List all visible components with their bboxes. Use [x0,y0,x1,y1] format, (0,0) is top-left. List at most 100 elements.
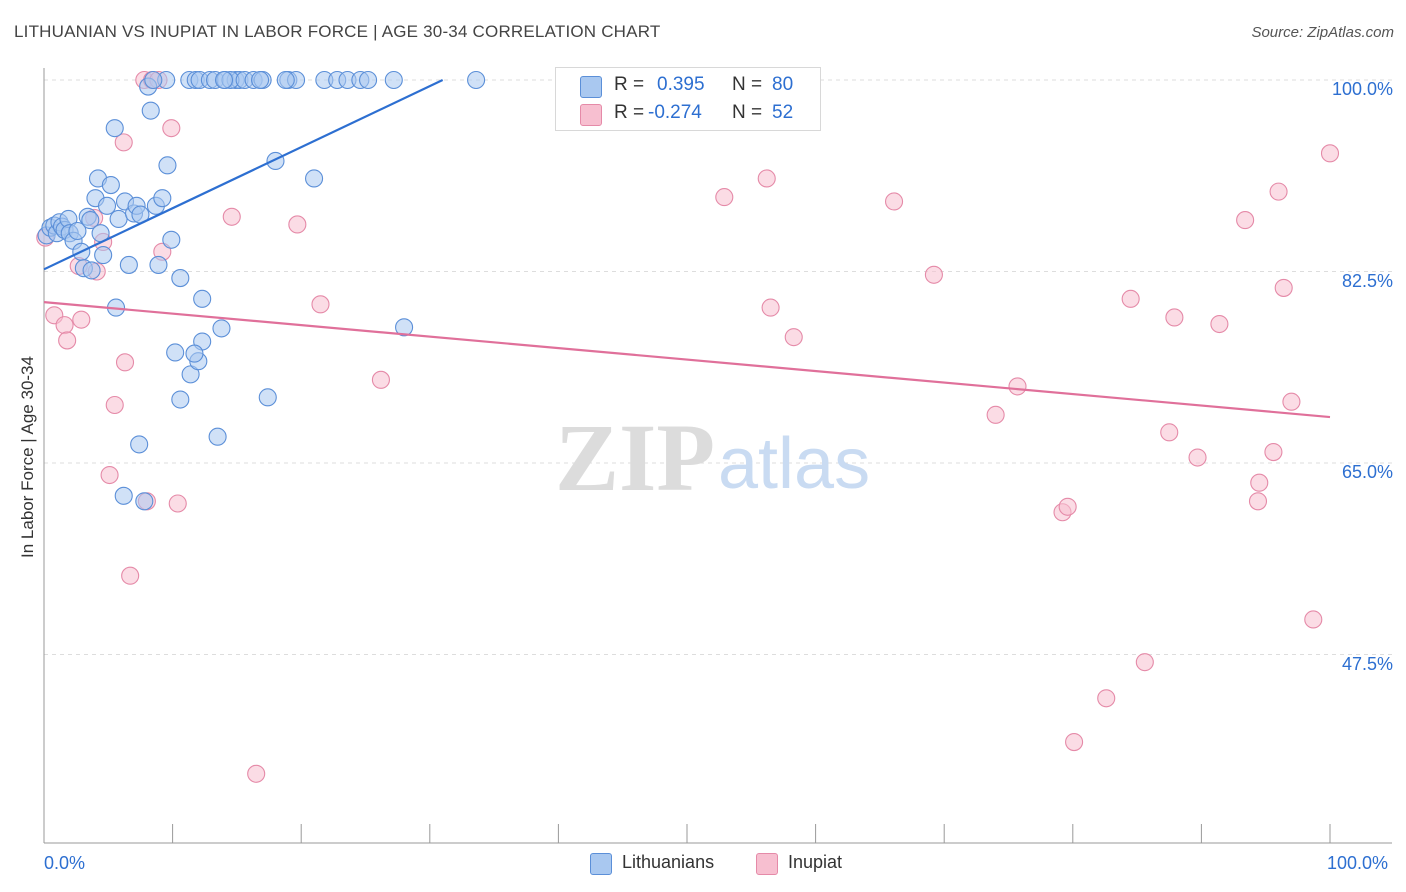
inupiat-point-41 [1165,308,1184,327]
lithuanians-point-38 [171,390,190,409]
x-tick-max: 100.0% [1327,853,1389,873]
inupiat-point-25 [371,370,390,389]
watermark-zip: ZIP [555,404,715,511]
inupiat-point-24 [311,295,330,314]
y-tick-label-0: 47.5% [1341,653,1393,674]
bottom-lithuanians-swatch [590,853,612,875]
inupiat-point-19 [162,119,181,138]
inupiat-point-33 [1008,377,1027,396]
lithuanians-point-76 [467,70,486,90]
lithuanians-point-49 [212,319,231,338]
y-axis-title: In Labor Force | Age 30-34 [18,356,37,558]
inupiat-point-28 [761,298,780,317]
lithuanians-points [37,70,486,511]
lithuanians-point-20 [97,196,117,215]
inupiat-point-23 [288,215,307,234]
inupiat-point-38 [1121,289,1140,308]
inupiat-point-26 [715,188,734,207]
y-tick-label-3: 100.0% [1331,79,1393,99]
lithuanians-point-74 [384,70,403,90]
lithuanians-point-62 [114,486,133,505]
lithuanians-point-19 [94,246,113,265]
bottom-inupiat-swatch [756,853,778,875]
lithuanians-point-10 [68,221,87,241]
y-tick-label-2: 82.5% [1341,270,1393,291]
lithuanians-point-75 [395,318,414,337]
lithuanians-r-label: R = [614,74,645,95]
inupiat-point-22 [247,764,266,783]
lithuanians-point-77 [144,70,163,90]
inupiat-point-36 [1065,732,1084,752]
chart-title: LITHUANIAN VS INUPIAT IN LABOR FORCE | A… [14,22,661,41]
lithuanians-point-68 [305,169,324,188]
lithuanians-point-37 [171,269,190,288]
lithuanians-point-48 [208,427,227,446]
lithuanians-point-78 [276,70,295,90]
lithuanians-point-65 [266,151,285,171]
source-label: Source: ZipAtlas.com [1251,24,1394,41]
inupiat-point-5 [72,310,91,329]
lithuanians-point-34 [158,156,177,175]
lithuanians-trend-line [43,79,444,271]
lithuanians-point-14 [81,211,100,230]
inupiat-point-43 [1210,314,1229,334]
axes [43,68,1392,844]
correlation-legend: R = 0.395 N = 80 R = -0.274 N = 52 [555,67,821,131]
bottom-inupiat-label: Inupiat [788,852,843,872]
trend-lines [43,79,1331,419]
inupiat-point-21 [222,207,241,226]
inupiat-point-3 [58,331,77,350]
inupiat-point-35 [1058,497,1077,516]
inupiat-point-11 [114,133,133,152]
inupiat-point-39 [1135,653,1154,672]
lithuanians-swatch [580,76,602,98]
lithuanians-point-79 [185,344,204,363]
lithuanians-point-22 [105,119,124,138]
inupiat-point-20 [168,494,187,513]
inupiat-point-40 [1160,423,1179,442]
inupiat-point-52 [1320,144,1340,163]
lithuanians-point-60 [135,492,154,511]
grid [44,79,1392,655]
lithuanians-point-61 [130,435,149,454]
lithuanians-point-73 [359,70,378,90]
lithuanians-point-54 [214,70,234,90]
inupiat-point-13 [121,566,140,585]
inupiat-point-45 [1248,492,1268,511]
lithuanians-point-35 [162,230,181,249]
x-tick-min: 0.0% [44,853,86,873]
inupiat-point-12 [115,353,135,372]
inupiat-point-10 [105,395,124,415]
lithuanians-point-36 [166,343,185,362]
lithuanians-point-23 [109,209,128,229]
lithuanians-n-value: 80 [772,74,794,95]
lithuanians-point-31 [149,255,168,274]
inupiat-n-value: 52 [772,102,794,123]
inupiat-point-47 [1264,443,1283,462]
lithuanians-point-15 [82,261,101,280]
lithuanians-point-32 [153,189,172,208]
lithuanians-point-59 [250,70,270,90]
inupiat-point-31 [924,265,943,284]
lithuanians-point-21 [101,176,120,195]
bottom-lithuanians-label: Lithuanians [622,852,715,872]
inupiat-point-27 [757,169,776,188]
inupiat-r-value: -0.274 [648,102,702,123]
inupiat-point-9 [100,465,119,485]
watermark: ZIP atlas [555,404,870,511]
inupiat-swatch [580,104,602,126]
inupiat-point-46 [1250,473,1269,492]
watermark-atlas: atlas [718,424,870,504]
inupiat-point-48 [1269,182,1288,201]
inupiat-point-44 [1236,211,1255,230]
inupiat-point-2 [55,316,74,335]
inupiat-trend-line [43,301,1331,419]
lithuanians-point-29 [141,101,160,120]
inupiat-point-50 [1282,392,1301,411]
y-tick-label-1: 65.0% [1341,462,1393,482]
lithuanians-point-45 [193,289,212,308]
lithuanians-point-58 [258,388,277,407]
lithuanians-n-label: N = [732,74,763,95]
inupiat-r-label: R = [614,102,645,123]
